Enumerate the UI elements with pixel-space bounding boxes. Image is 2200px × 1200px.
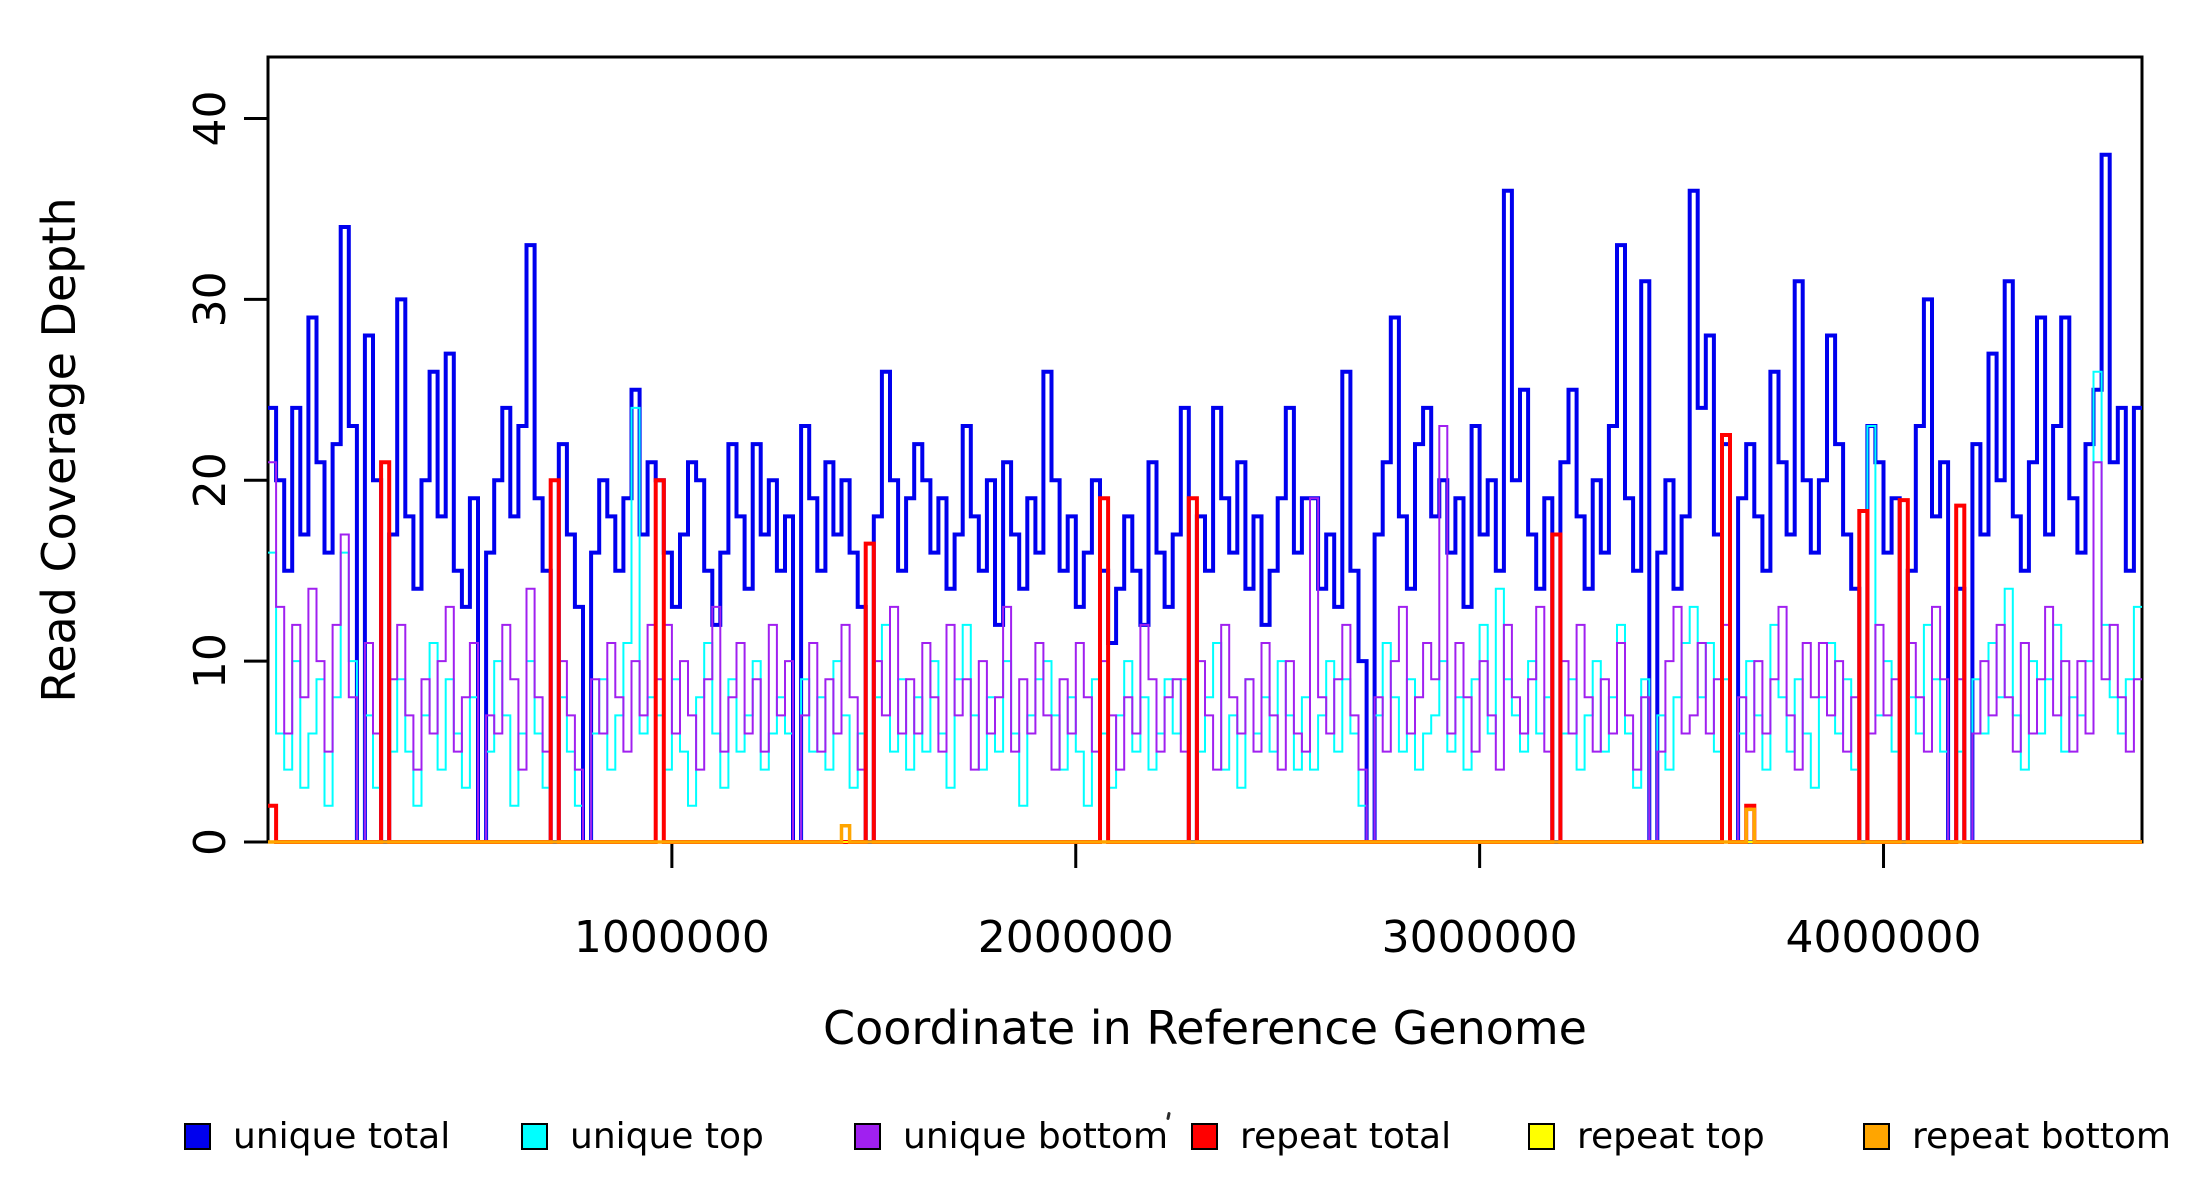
- legend-label-unique-bottom: unique bottom: [903, 1115, 1169, 1157]
- x-tick-label: 2000000: [978, 912, 1174, 963]
- legend-swatch-unique-top: [521, 1122, 548, 1150]
- legend-item-repeat-bottom: repeat bottom: [1863, 1108, 2171, 1164]
- series-unique-total-step-line: [268, 152, 2142, 844]
- legend-item-unique-total: unique total: [184, 1108, 450, 1164]
- x-tick-label: 1000000: [574, 912, 770, 963]
- x-axis-title: Coordinate in Reference Genome: [823, 1001, 1587, 1055]
- series-repeat-total-step-line: [268, 433, 2142, 844]
- y-tick-label: 40: [185, 90, 236, 146]
- legend-item-unique-bottom: unique bottom: [854, 1108, 1168, 1164]
- x-tick-label: 4000000: [1786, 912, 1982, 963]
- y-tick-label: 0: [185, 828, 236, 856]
- legend-item-repeat-total: repeat total: [1191, 1108, 1451, 1164]
- legend-label-repeat-bottom: repeat bottom: [1912, 1115, 2171, 1157]
- legend-swatch-unique-bottom: [854, 1122, 881, 1150]
- y-tick-label: 30: [185, 271, 236, 327]
- y-axis-title: Read Coverage Depth: [32, 197, 86, 702]
- x-axis-ticks: 1000000 2000000 3000000 4000000: [574, 842, 1982, 963]
- y-tick-label: 20: [185, 452, 236, 508]
- legend-label-unique-total: unique total: [233, 1115, 451, 1157]
- legend-label-repeat-total: repeat total: [1240, 1115, 1452, 1157]
- legend-swatch-repeat-total: [1191, 1122, 1218, 1150]
- legend-swatch-repeat-top: [1528, 1122, 1555, 1150]
- x-tick-label: 3000000: [1382, 912, 1578, 963]
- series-layer: [268, 152, 2142, 844]
- series-unique-bottom-step-line: [268, 425, 2142, 843]
- legend-label-unique-top: unique top: [570, 1115, 764, 1157]
- legend-swatch-repeat-bottom: [1863, 1122, 1890, 1150]
- legend-item-unique-top: unique top: [521, 1108, 764, 1164]
- legend-label-repeat-top: repeat top: [1577, 1115, 1765, 1157]
- y-axis-ticks: 0 10 20 30 40: [185, 90, 268, 856]
- series-repeat-bottom-step-line: [268, 807, 2142, 844]
- y-tick-label: 10: [185, 633, 236, 689]
- legend-item-repeat-top: repeat top: [1528, 1108, 1765, 1164]
- legend-swatch-unique-total: [184, 1122, 211, 1150]
